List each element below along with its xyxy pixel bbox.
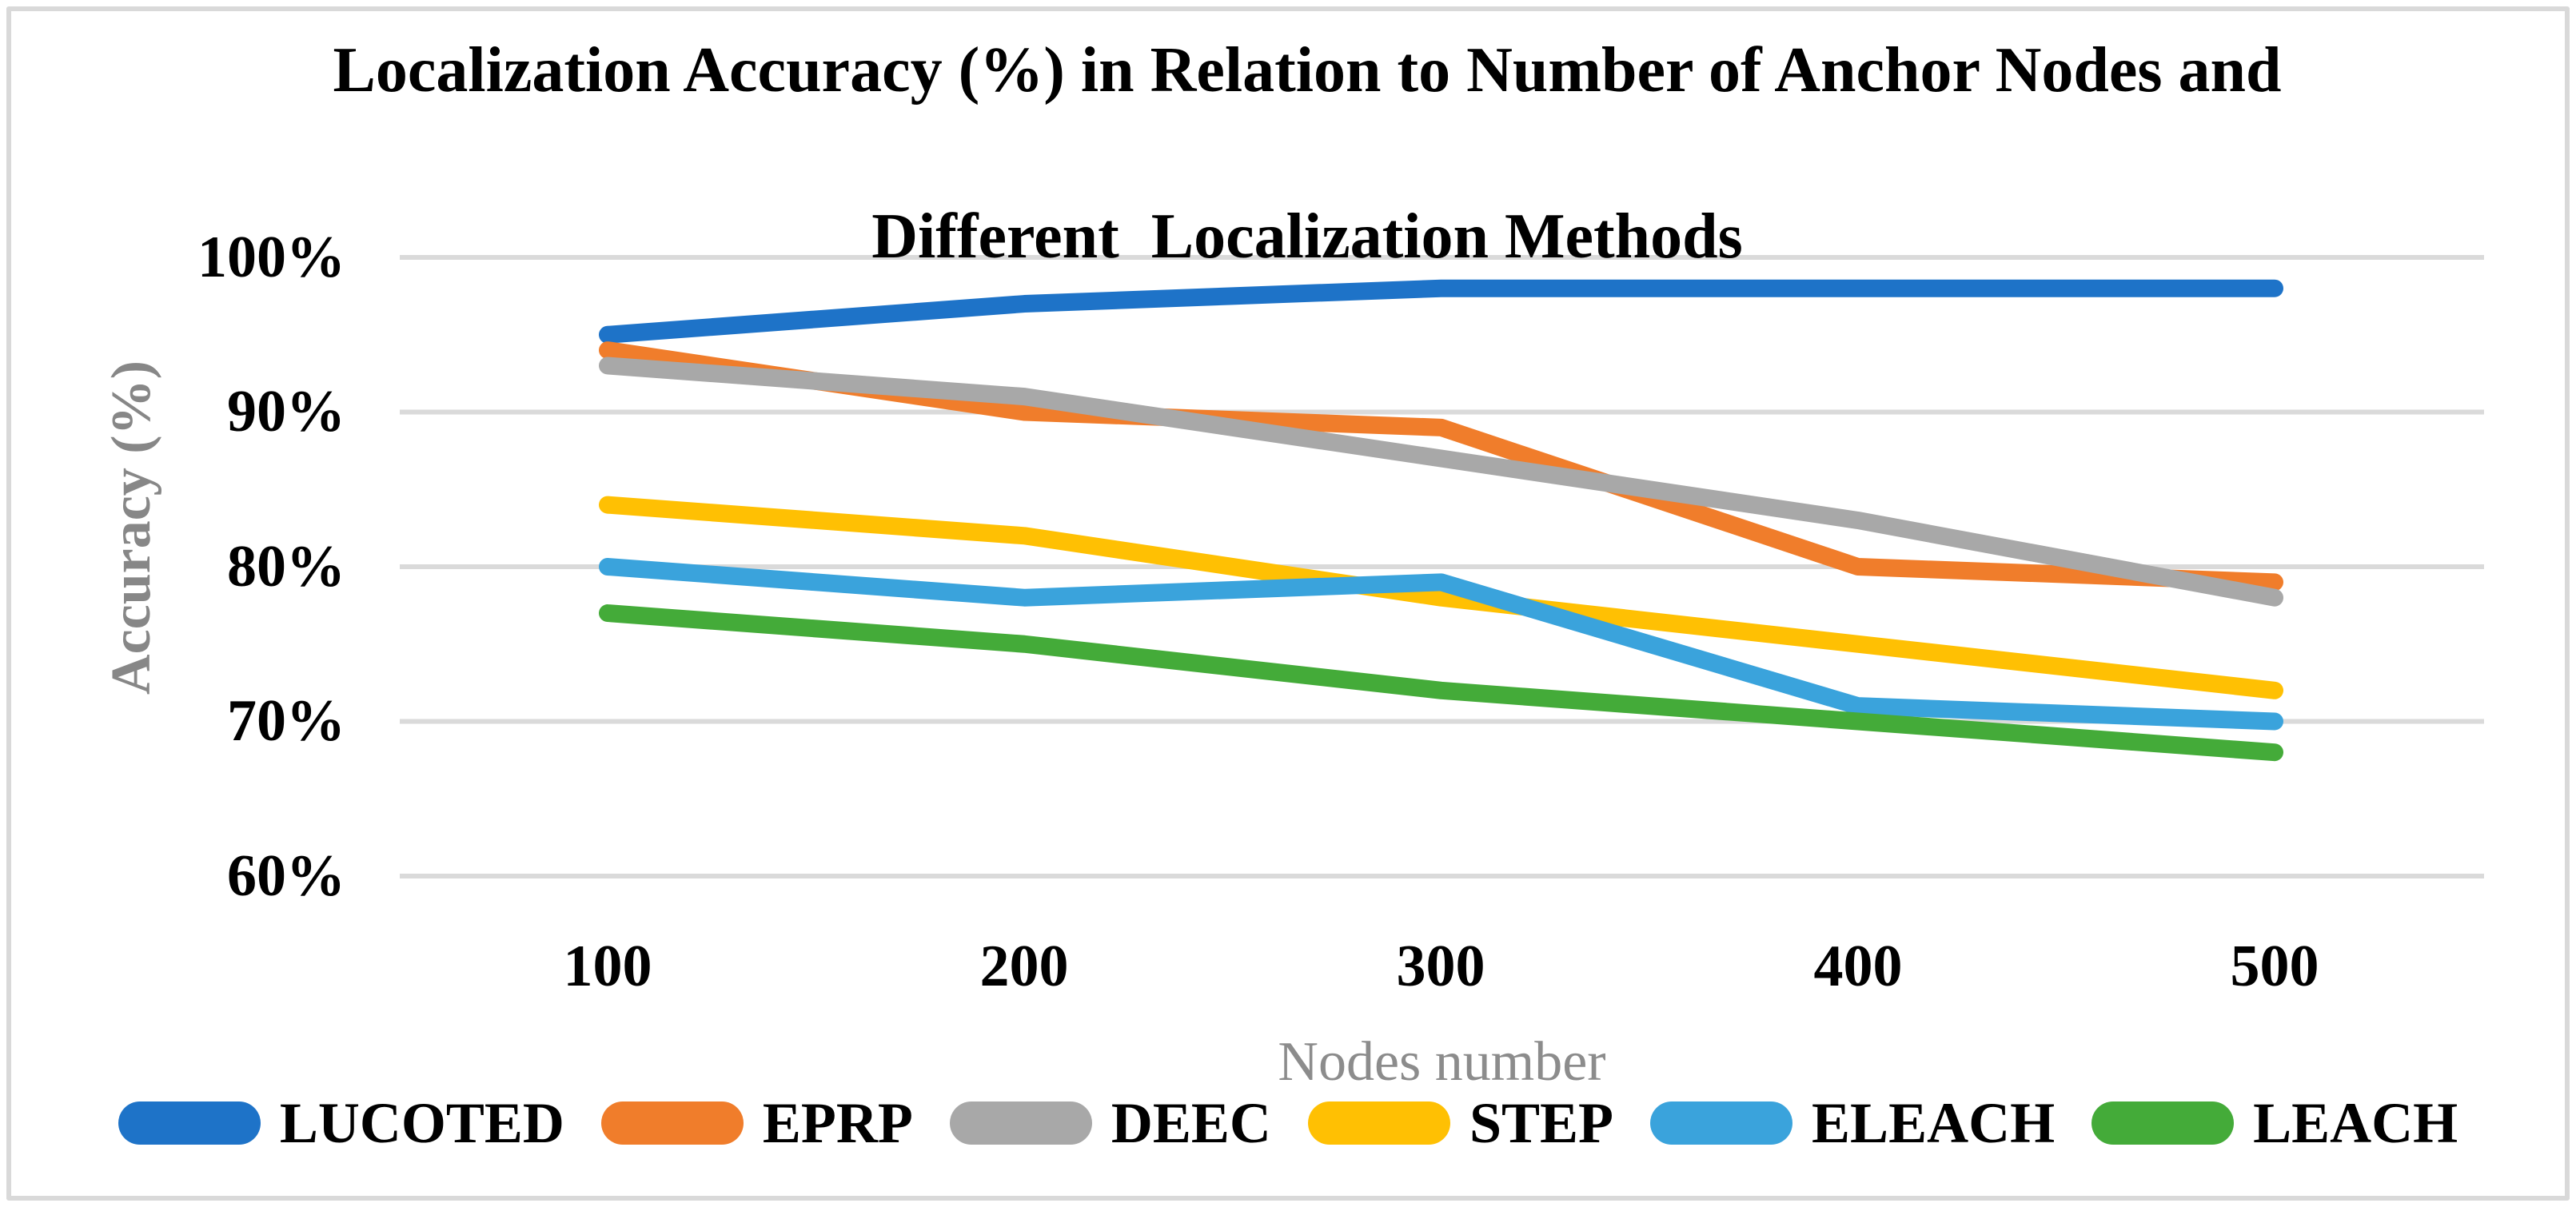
- series-line-eleach: [599, 558, 2283, 731]
- series-line-step: [599, 496, 2283, 699]
- series-line-deec: [599, 357, 2283, 607]
- legend-swatch-deec: [949, 1101, 1092, 1145]
- legend-swatch-leach: [2092, 1101, 2235, 1145]
- legend-swatch-lucoted: [118, 1101, 261, 1145]
- legend-label-lucoted: LUCOTED: [279, 1090, 564, 1155]
- series-line-lucoted: [599, 279, 2283, 344]
- legend-item-eleach: ELEACH: [1650, 1090, 2055, 1157]
- legend-item-step: STEP: [1307, 1090, 1614, 1157]
- x-axis-title: Nodes number: [1278, 1031, 1606, 1093]
- chart-title-line1: Localization Accuracy (%) in Relation to…: [333, 35, 2282, 106]
- y-axis-tick-80: 80%: [227, 534, 345, 600]
- legend-label-eleach: ELEACH: [1812, 1090, 2056, 1155]
- x-axis-tick-300: 300: [1396, 934, 1485, 999]
- x-axis-tick-100: 100: [563, 934, 652, 999]
- y-axis-tick-90: 90%: [227, 379, 345, 444]
- y-axis-tick-100: 100%: [197, 225, 345, 290]
- legend-swatch-eprp: [600, 1101, 744, 1145]
- series-line-leach: [599, 604, 2283, 762]
- y-axis-tick-60: 60%: [227, 843, 345, 909]
- y-axis-tick-70: 70%: [227, 688, 345, 754]
- chart-outer-border: [6, 6, 2570, 1201]
- legend-swatch-eleach: [1650, 1101, 1793, 1145]
- chart-title: Localization Accuracy (%) in Relation to…: [128, 29, 2486, 278]
- legend-item-leach: LEACH: [2092, 1090, 2458, 1157]
- legend-item-deec: DEEC: [949, 1090, 1271, 1157]
- chart-legend: LUCOTED EPRP DEEC STEP ELEACH LEACH: [0, 1084, 2576, 1162]
- legend-label-step: STEP: [1469, 1090, 1614, 1155]
- legend-item-lucoted: LUCOTED: [118, 1090, 564, 1157]
- x-axis-tick-400: 400: [1813, 934, 1903, 999]
- legend-label-deec: DEEC: [1111, 1090, 1271, 1155]
- y-axis-title: Accuracy (%): [101, 361, 162, 695]
- chart-title-line2: Different Localization Methods: [871, 201, 1743, 272]
- x-axis-tick-200: 200: [979, 934, 1069, 999]
- legend-swatch-step: [1307, 1101, 1450, 1145]
- legend-label-leach: LEACH: [2253, 1090, 2458, 1155]
- legend-label-eprp: EPRP: [762, 1090, 913, 1155]
- legend-item-eprp: EPRP: [600, 1090, 913, 1157]
- x-axis-tick-500: 500: [2230, 934, 2319, 999]
